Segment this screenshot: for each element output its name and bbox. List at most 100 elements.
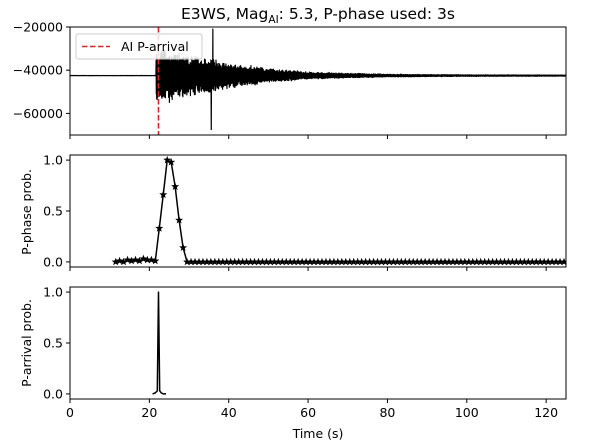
p-phase-point <box>520 257 529 266</box>
p-phase-point <box>413 257 422 266</box>
y-tick-label: 0.5 <box>43 336 63 351</box>
p-phase-point <box>298 257 307 266</box>
p-phase-point <box>135 256 144 265</box>
p-arrival-y-axis-label: P-arrival prob. <box>19 299 34 387</box>
p-phase-point <box>202 257 211 266</box>
p-phase-point <box>544 257 553 266</box>
p-phase-point <box>421 257 430 266</box>
y-tick-label: −40000 <box>13 63 63 78</box>
p-phase-point <box>238 257 247 266</box>
p-arrival-frame <box>69 286 567 400</box>
p-phase-point <box>492 257 501 266</box>
p-phase-panel: 0.0 0.5 1.0 <box>43 153 567 271</box>
p-phase-point <box>516 257 525 266</box>
p-phase-point <box>139 254 148 263</box>
p-phase-point <box>333 257 342 266</box>
p-phase-point <box>393 257 402 266</box>
p-phase-point <box>417 257 426 266</box>
p-phase-point <box>242 257 251 266</box>
p-phase-point <box>329 257 338 266</box>
p-phase-point <box>536 257 545 266</box>
legend-arrival-label: AI P-arrival <box>121 39 189 54</box>
p-phase-point <box>345 257 354 266</box>
p-phase-point <box>425 257 434 266</box>
p-phase-point <box>456 257 465 266</box>
legend-frame <box>75 33 203 60</box>
p-phase-frame <box>69 154 567 268</box>
p-phase-point <box>528 257 537 266</box>
p-phase-point <box>337 257 346 266</box>
p-phase-point <box>258 257 267 266</box>
x-tick-label: 0 <box>66 405 74 420</box>
p-phase-point <box>397 257 406 266</box>
p-phase-point <box>278 257 287 266</box>
plot-area <box>111 155 566 266</box>
p-phase-point <box>353 257 362 266</box>
p-phase-point <box>250 257 259 266</box>
chart-title-subscript: AI <box>268 14 278 26</box>
p-phase-point <box>310 257 319 266</box>
p-phase-point <box>556 257 565 266</box>
p-phase-point <box>206 257 215 266</box>
p-arrival-line <box>152 291 167 395</box>
p-phase-point <box>429 257 438 266</box>
y-tick-label: 0.0 <box>43 254 63 269</box>
p-phase-point <box>401 257 410 266</box>
p-phase-point <box>409 257 418 266</box>
p-phase-point <box>472 257 481 266</box>
p-phase-point <box>159 190 168 199</box>
p-phase-point <box>357 257 366 266</box>
p-phase-point <box>163 155 172 164</box>
p-phase-point <box>548 257 557 266</box>
waveform-panel: −60000 −40000 −20000 <box>13 20 567 139</box>
p-phase-point <box>476 257 485 266</box>
chart-title: E3WS, MagAI: 5.3, P-phase used: 3s <box>181 5 455 26</box>
p-phase-point <box>405 257 414 266</box>
p-phase-point <box>143 255 152 264</box>
p-phase-point <box>452 257 461 266</box>
y-tick-label: −60000 <box>13 106 63 121</box>
chart-title-rest: : 5.3, P-phase used: 3s <box>279 5 455 23</box>
p-phase-point <box>123 255 132 264</box>
p-phase-point <box>183 257 192 266</box>
p-phase-point <box>187 257 196 266</box>
x-tick-label: 20 <box>141 405 157 420</box>
p-phase-point <box>508 257 517 266</box>
p-phase-point <box>349 257 358 266</box>
p-phase-point <box>127 256 136 265</box>
p-phase-point <box>317 257 326 266</box>
p-phase-point <box>111 257 120 266</box>
p-phase-point <box>119 257 128 266</box>
p-phase-point <box>254 257 263 266</box>
p-phase-point <box>218 257 227 266</box>
p-phase-point <box>167 157 176 166</box>
chart-title-main: E3WS, Mag <box>181 5 268 23</box>
p-phase-point <box>191 257 199 266</box>
plot-area <box>152 291 167 395</box>
y-tick-label: 1.0 <box>43 285 63 300</box>
p-phase-point <box>171 182 180 190</box>
p-phase-point <box>560 257 566 266</box>
p-phase-point <box>321 257 330 266</box>
p-phase-point <box>540 257 549 266</box>
p-phase-point <box>175 215 184 224</box>
p-phase-point <box>433 257 442 266</box>
p-phase-point <box>325 257 334 266</box>
x-tick-label: 60 <box>300 405 316 420</box>
p-phase-point <box>302 257 311 266</box>
p-phase-point <box>341 257 350 266</box>
legend: AI P-arrival <box>75 33 203 60</box>
p-phase-point <box>246 257 255 266</box>
p-phase-y-axis-label: P-phase prob. <box>19 169 34 255</box>
p-phase-point <box>389 257 398 266</box>
p-phase-point <box>266 257 275 266</box>
p-phase-point <box>532 257 541 266</box>
p-phase-point <box>369 257 378 266</box>
p-phase-point <box>437 257 445 266</box>
p-phase-point <box>500 257 509 266</box>
p-phase-point <box>151 256 160 265</box>
p-phase-point <box>194 257 203 266</box>
p-phase-point <box>262 257 271 266</box>
p-phase-point <box>282 257 291 266</box>
